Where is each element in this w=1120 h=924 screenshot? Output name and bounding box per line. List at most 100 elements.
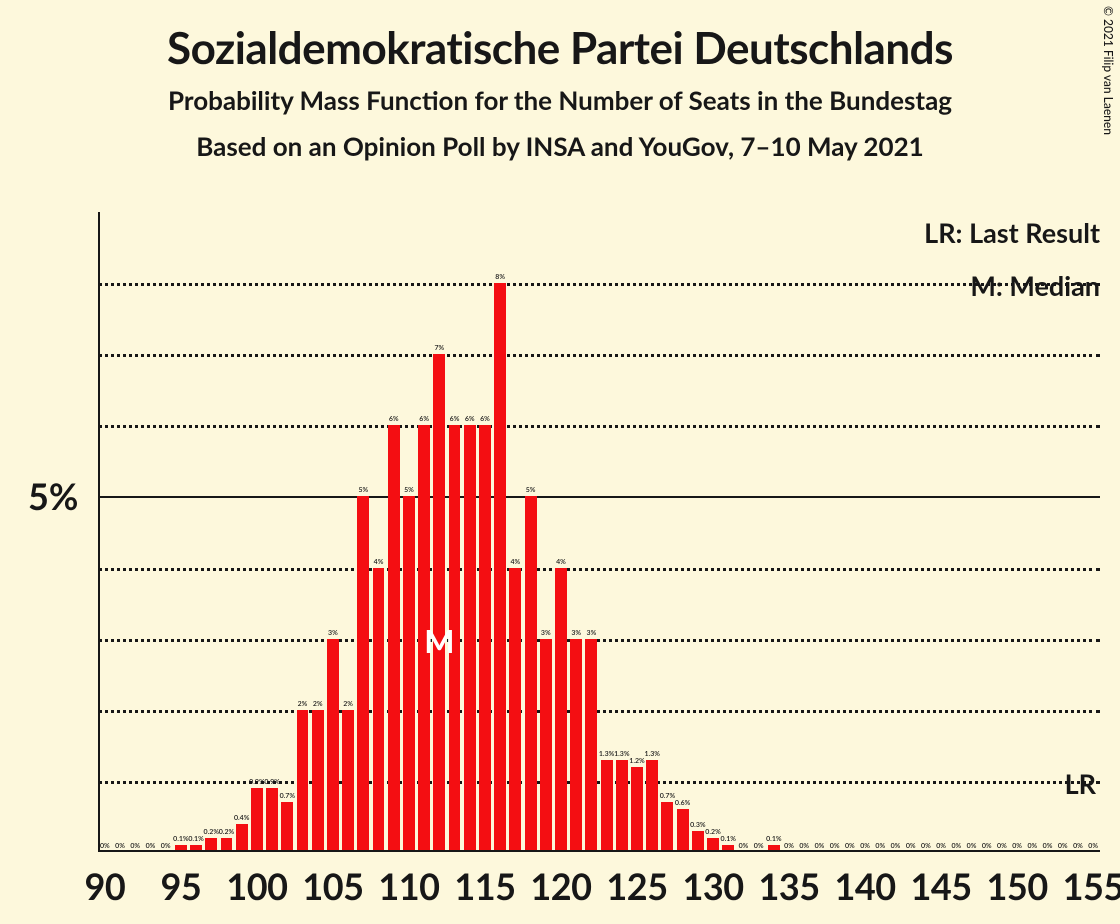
titles-block: Sozialdemokratische Partei Deutschlands … [0, 22, 1120, 162]
median-marker: M [424, 621, 454, 660]
gridline-minor [98, 568, 1100, 571]
bar-value-label: 0% [146, 842, 156, 850]
bar [281, 802, 293, 852]
bar [555, 568, 567, 852]
bar-value-label: 3% [587, 629, 597, 637]
bar-value-label: 5% [404, 486, 414, 494]
bar [646, 760, 658, 852]
gridline-minor [98, 425, 1100, 428]
bar-value-label: 6% [450, 415, 460, 423]
bar-value-label: 1.3% [644, 750, 659, 758]
bar [342, 710, 354, 852]
bar-value-label: 0% [982, 842, 992, 850]
bar-value-label: 5% [358, 486, 368, 494]
bar-value-label: 0% [921, 842, 931, 850]
chart-subtitle-2: Based on an Opinion Poll by INSA and You… [0, 130, 1120, 162]
bar-value-label: 3% [541, 629, 551, 637]
bar-value-label: 0% [936, 842, 946, 850]
plot-area: LR: Last Result M: Median LR 5%0%0%0%0%0… [98, 212, 1100, 852]
bar-value-label: 0% [799, 842, 809, 850]
x-axis-tick-label: 150 [987, 864, 1048, 908]
bar-value-label: 5% [526, 486, 536, 494]
legend-last-result: LR: Last Result [924, 216, 1100, 249]
x-axis-tick-label: 155 [1063, 864, 1120, 908]
bar-value-label: 0% [906, 842, 916, 850]
bar [357, 496, 369, 852]
y-axis-tick-label: 5% [28, 474, 78, 518]
bar [661, 802, 673, 852]
bar-value-label: 1.3% [614, 750, 629, 758]
bar [373, 568, 385, 852]
bar-value-label: 0.1% [721, 835, 736, 843]
chart-subtitle-1: Probability Mass Function for the Number… [0, 84, 1120, 116]
gridline-minor [98, 283, 1100, 286]
bar-value-label: 0% [997, 842, 1007, 850]
x-axis-tick-label: 90 [84, 864, 125, 908]
bar-value-label: 0% [161, 842, 171, 850]
bar-value-label: 0% [891, 842, 901, 850]
bar [540, 639, 552, 852]
x-axis-tick-label: 135 [758, 864, 819, 908]
bar [464, 425, 476, 852]
bar-value-label: 0% [1027, 842, 1037, 850]
bar-value-label: 4% [510, 558, 520, 566]
x-axis-tick-label: 115 [454, 864, 515, 908]
bar-value-label: 0% [1073, 842, 1083, 850]
x-axis-tick-label: 95 [160, 864, 201, 908]
x-axis-tick-label: 145 [911, 864, 972, 908]
bar [266, 788, 278, 852]
bar [525, 496, 537, 852]
bar-value-label: 0.2% [204, 828, 219, 836]
chart-title: Sozialdemokratische Partei Deutschlands [0, 22, 1120, 74]
bar [616, 760, 628, 852]
bar-value-label: 3% [328, 629, 338, 637]
gridline-minor [98, 354, 1100, 357]
gridline-major [98, 496, 1100, 498]
bar [494, 283, 506, 852]
bar-value-label: 0.4% [234, 814, 249, 822]
bar-value-label: 2% [298, 700, 308, 708]
bar-value-label: 0.7% [660, 792, 675, 800]
bar-value-label: 1.3% [599, 750, 614, 758]
chart-page: © 2021 Filip van Laenen Sozialdemokratis… [0, 0, 1120, 924]
bar-value-label: 1.2% [629, 757, 644, 765]
bar-value-label: 0.6% [675, 799, 690, 807]
bar-value-label: 2% [313, 700, 323, 708]
bar-value-label: 4% [374, 558, 384, 566]
bar [631, 767, 643, 852]
bar-value-label: 4% [556, 558, 566, 566]
bar [479, 425, 491, 852]
bar [692, 831, 704, 852]
bar [236, 824, 248, 852]
bar-value-label: 0% [1088, 842, 1098, 850]
bar-value-label: 0% [115, 842, 125, 850]
x-axis-tick-label: 125 [606, 864, 667, 908]
bar-value-label: 0.1% [188, 835, 203, 843]
bar-value-label: 0.2% [219, 828, 234, 836]
x-axis-tick-label: 120 [530, 864, 591, 908]
gridline-minor [98, 710, 1100, 713]
bar-value-label: 0% [784, 842, 794, 850]
bar-value-label: 0% [1012, 842, 1022, 850]
bar [509, 568, 521, 852]
x-axis-tick-label: 140 [835, 864, 896, 908]
bar-value-label: 0% [754, 842, 764, 850]
bar [251, 788, 263, 852]
bar [403, 496, 415, 852]
bar [570, 639, 582, 852]
bar-value-label: 0.2% [705, 828, 720, 836]
bar-value-label: 0% [951, 842, 961, 850]
bar-value-label: 0.9% [264, 778, 279, 786]
bar-value-label: 0.9% [249, 778, 264, 786]
x-axis-tick-label: 100 [226, 864, 287, 908]
bar-value-label: 0% [100, 842, 110, 850]
y-axis [98, 212, 100, 852]
bar-value-label: 8% [495, 273, 505, 281]
bar-value-label: 6% [389, 415, 399, 423]
bar-value-label: 6% [419, 415, 429, 423]
bar [388, 425, 400, 852]
bar [585, 639, 597, 852]
bar [677, 809, 689, 852]
bar-value-label: 0% [1058, 842, 1068, 850]
x-axis-tick-label: 105 [302, 864, 363, 908]
